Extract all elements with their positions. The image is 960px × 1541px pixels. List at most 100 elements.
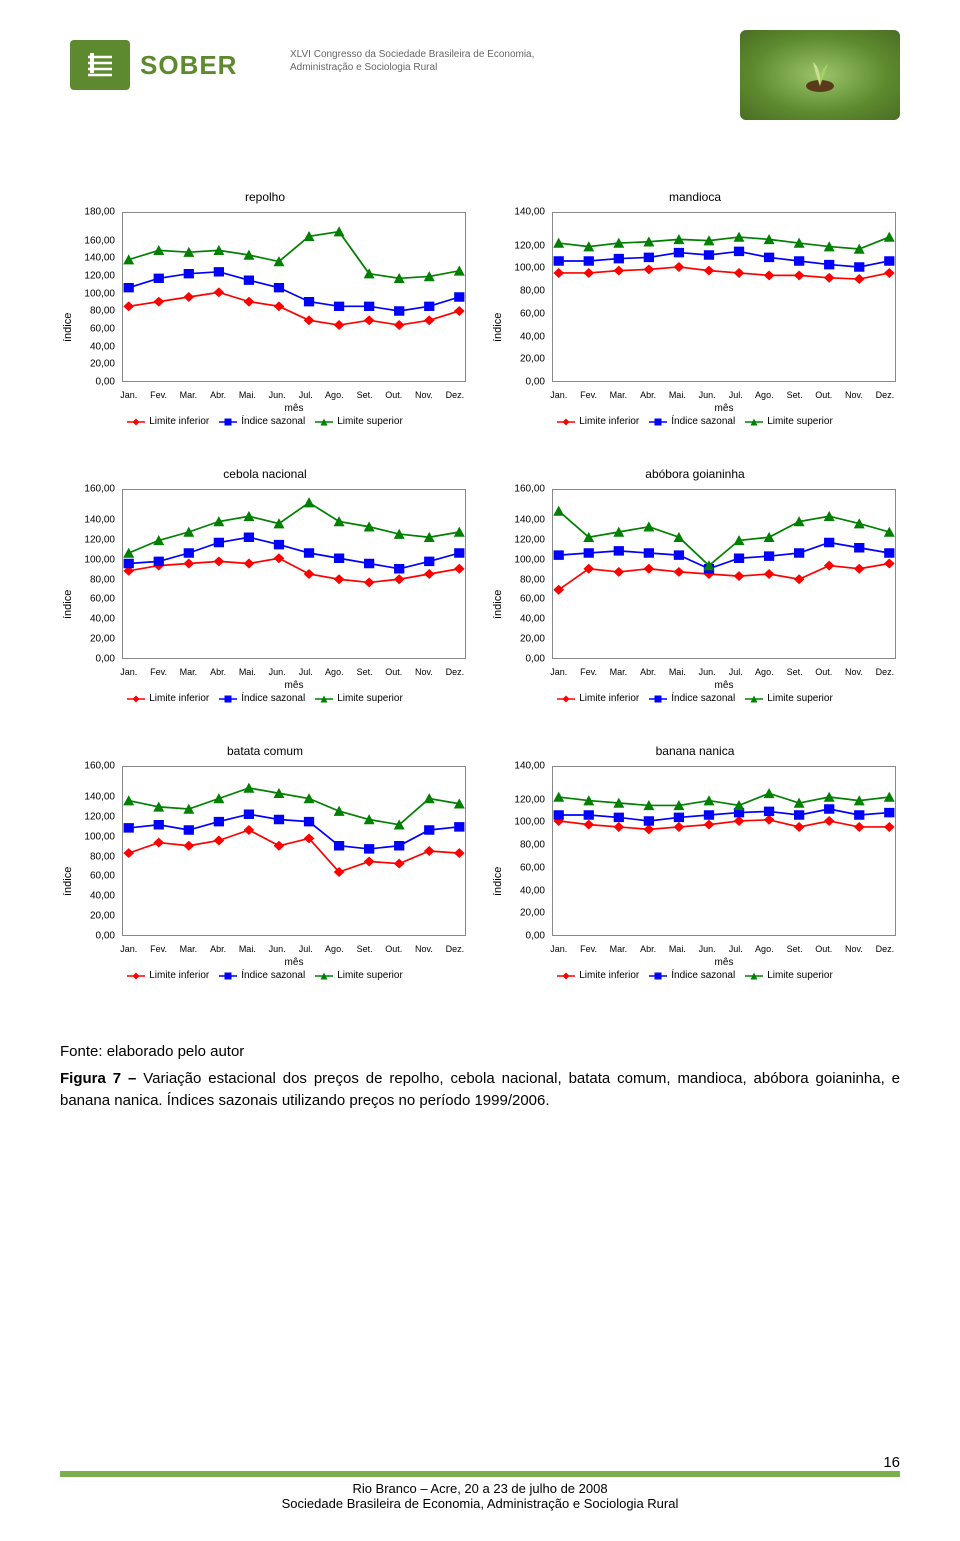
series-marker-sazonal (244, 810, 253, 818)
chart-box (122, 766, 466, 936)
series-line-inferior (559, 820, 890, 830)
x-tick-label: Dez. (446, 667, 465, 677)
x-tick-label: Abr. (640, 390, 656, 400)
legend-item-sazonal: Índice sazonal (219, 693, 305, 704)
series-marker-inferior (795, 271, 804, 279)
series-marker-sazonal (244, 533, 253, 541)
plot-area: 140,00120,00100,0080,0060,0040,0020,000,… (504, 212, 900, 412)
y-ticks: 180,00160,00140,00120,00100,0080,0060,00… (74, 212, 119, 382)
x-tick-label: Out. (385, 390, 402, 400)
legend-item-superior: Limite superior (745, 693, 833, 704)
series-marker-inferior (554, 269, 563, 277)
series-marker-inferior (704, 820, 713, 828)
series-marker-sazonal (304, 297, 313, 305)
series-marker-inferior (304, 316, 313, 324)
chart-svg (553, 490, 895, 658)
series-line-superior (559, 793, 890, 805)
series-marker-inferior (425, 847, 434, 855)
x-tick-label: Jan. (120, 667, 137, 677)
x-tick-label: Set. (787, 390, 803, 400)
series-marker-sazonal (154, 274, 163, 282)
y-axis-label: índice (60, 766, 74, 966)
legend-item-superior: Limite superior (315, 970, 403, 981)
series-marker-sazonal (425, 557, 434, 565)
footer: Rio Branco – Acre, 20 a 23 de julho de 2… (60, 1471, 900, 1511)
x-tick-label: Dez. (876, 390, 895, 400)
chart-svg (553, 213, 895, 381)
series-marker-inferior (765, 816, 774, 824)
chart-title: repolho (60, 190, 470, 204)
x-tick-label: Ago. (325, 667, 344, 677)
x-tick-label: Nov. (845, 390, 863, 400)
document-page: SOBER XLVI Congresso da Sociedade Brasil… (0, 0, 960, 1541)
y-tick-label: 20,00 (504, 634, 549, 645)
series-marker-inferior (674, 568, 683, 576)
x-tick-label: Ago. (325, 944, 344, 954)
series-marker-sazonal (644, 817, 653, 825)
series-marker-sazonal (855, 811, 864, 819)
x-axis-label: mês (552, 957, 896, 968)
series-marker-sazonal (214, 817, 223, 825)
series-marker-sazonal (614, 254, 623, 262)
chart-box (122, 489, 466, 659)
chart-title: cebola nacional (60, 467, 470, 481)
chart-wrapper: índice 180,00160,00140,00120,00100,0080,… (60, 212, 470, 412)
x-tick-label: Ago. (755, 944, 774, 954)
legend-item-inferior: Limite inferior (127, 693, 209, 704)
series-marker-sazonal (825, 805, 834, 813)
y-tick-label: 0,00 (74, 931, 119, 942)
x-tick-label: Jul. (299, 390, 313, 400)
x-ticks: Jan.Fev.Mar.Abr.Mai.Jun.Jul.Ago.Set.Out.… (122, 667, 466, 677)
chart-legend: Limite inferior Índice sazonal Limite su… (60, 416, 470, 427)
x-tick-label: Jul. (729, 667, 743, 677)
legend-label: Limite superior (337, 416, 403, 427)
series-marker-inferior (855, 823, 864, 831)
series-line-superior (129, 503, 460, 553)
series-marker-sazonal (765, 253, 774, 261)
x-tick-label: Out. (815, 667, 832, 677)
y-ticks: 160,00140,00120,00100,0080,0060,0040,002… (504, 489, 549, 659)
y-tick-label: 60,00 (504, 308, 549, 319)
x-tick-label: Jun. (269, 390, 286, 400)
footer-line2: Sociedade Brasileira de Economia, Admini… (60, 1496, 900, 1511)
chart-svg (123, 490, 465, 658)
logo-text: SOBER (140, 50, 237, 81)
series-marker-sazonal (455, 823, 464, 831)
x-axis-label: mês (122, 957, 466, 968)
series-marker-sazonal (584, 811, 593, 819)
chart-svg (123, 767, 465, 935)
legend-item-inferior: Limite inferior (127, 416, 209, 427)
y-tick-label: 100,00 (74, 288, 119, 299)
series-marker-inferior (425, 570, 434, 578)
header-subtitle-line2: Administração e Sociologia Rural (290, 61, 534, 74)
series-marker-inferior (395, 575, 404, 583)
chart-legend: Limite inferior Índice sazonal Limite su… (60, 693, 470, 704)
series-marker-sazonal (455, 549, 464, 557)
header-banner: SOBER XLVI Congresso da Sociedade Brasil… (60, 40, 900, 140)
y-tick-label: 120,00 (74, 270, 119, 281)
y-tick-label: 80,00 (74, 574, 119, 585)
x-axis-label: mês (122, 680, 466, 691)
legend-item-sazonal: Índice sazonal (219, 970, 305, 981)
series-line-inferior (129, 830, 460, 872)
y-axis-label: índice (490, 212, 504, 412)
x-tick-label: Jul. (729, 390, 743, 400)
x-tick-label: Jun. (699, 667, 716, 677)
caption-fig-label: Figura 7 – (60, 1070, 136, 1087)
x-tick-label: Set. (787, 944, 803, 954)
legend-item-superior: Limite superior (315, 693, 403, 704)
series-marker-sazonal (304, 817, 313, 825)
x-tick-label: Jan. (550, 944, 567, 954)
y-axis-label: índice (490, 489, 504, 689)
chart-legend: Limite inferior Índice sazonal Limite su… (490, 693, 900, 704)
series-marker-sazonal (614, 547, 623, 555)
chart-batata-comum: batata comum índice 160,00140,00120,0010… (60, 744, 470, 981)
y-ticks: 160,00140,00120,00100,0080,0060,0040,002… (74, 489, 119, 659)
series-marker-inferior (644, 265, 653, 273)
x-tick-label: Jun. (269, 667, 286, 677)
chart-title: banana nanica (490, 744, 900, 758)
series-marker-inferior (154, 838, 163, 846)
series-marker-sazonal (674, 551, 683, 559)
chart-box (552, 766, 896, 936)
y-tick-label: 140,00 (504, 207, 549, 218)
